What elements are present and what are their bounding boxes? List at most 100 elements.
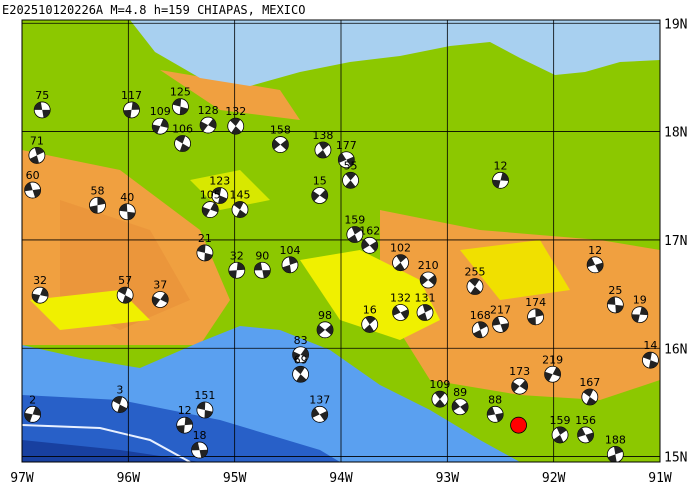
beachball (116, 286, 134, 304)
ball-quadrant (24, 182, 41, 198)
depth-label: 106 (172, 123, 193, 136)
beachball (271, 136, 289, 153)
depth-label: 3 (116, 384, 123, 397)
beachball (151, 291, 169, 308)
depth-label: 138 (312, 129, 333, 142)
title: E202510120226A M=4.8 h=159 CHIAPAS, MEXI… (2, 3, 305, 17)
depth-label: 132 (225, 105, 246, 118)
beachball (337, 151, 355, 169)
beachball (227, 117, 245, 135)
depth-label: 12 (178, 404, 192, 417)
depth-label: 168 (470, 309, 491, 322)
ball-quadrant (316, 142, 330, 158)
beachball (342, 171, 359, 189)
depth-label: 102 (390, 242, 411, 255)
beachball (111, 396, 129, 413)
ball-quadrant (191, 442, 208, 458)
beachball (586, 256, 604, 274)
ball-quadrant (348, 226, 362, 243)
beachball (89, 196, 106, 214)
depth-label: 90 (255, 249, 269, 262)
depth-label: 12 (588, 244, 602, 257)
depth-label: 12 (494, 159, 508, 172)
ball-quadrant (394, 254, 407, 271)
depth-label: 109 (429, 378, 450, 391)
ball-quadrant (420, 274, 437, 286)
beachball (416, 304, 434, 321)
lat-tick-label: 19N (664, 17, 687, 32)
beachball (151, 117, 169, 135)
beachball (527, 308, 544, 326)
beachball (419, 271, 437, 289)
beachball (292, 365, 309, 383)
depth-label: 2 (29, 393, 36, 406)
ball-quadrant (587, 257, 604, 273)
beachball (346, 226, 364, 243)
ball-quadrant (544, 367, 561, 382)
depth-label: 98 (318, 309, 332, 322)
beachball (24, 405, 42, 423)
beachball (33, 101, 51, 119)
lon-tick-label: 93W (436, 471, 460, 486)
beachball (174, 135, 191, 152)
depth-label: 21 (198, 232, 212, 245)
ball-quadrant (642, 352, 658, 369)
ball-quadrant (361, 239, 378, 252)
beachball (311, 405, 329, 423)
beachball (201, 201, 219, 218)
beachball (544, 365, 562, 383)
ball-quadrant (292, 348, 309, 362)
beachball (511, 377, 529, 395)
ball-quadrant (311, 407, 328, 421)
ball-quadrant (317, 324, 334, 336)
ball-quadrant (152, 118, 169, 134)
beachball (191, 441, 208, 459)
ball-quadrant (228, 262, 245, 279)
ball-quadrant (434, 391, 446, 408)
ball-quadrant (607, 296, 624, 313)
depth-label: 89 (453, 386, 467, 399)
ball-quadrant (175, 135, 190, 152)
ball-quadrant (254, 262, 271, 279)
beachball (292, 346, 309, 364)
ball-quadrant (200, 118, 217, 132)
beachball (471, 321, 489, 339)
ball-quadrant (473, 321, 488, 338)
ball-quadrant (89, 197, 106, 214)
beachball (606, 446, 624, 462)
depth-label: 174 (525, 296, 546, 309)
depth-label: 58 (90, 184, 104, 197)
depth-label: 156 (575, 414, 596, 427)
depth-label: 217 (490, 303, 511, 316)
ball-quadrant (202, 202, 219, 217)
beachball (392, 254, 409, 272)
beachball (311, 187, 329, 204)
depth-label: 19 (633, 294, 647, 307)
ball-quadrant (487, 406, 504, 422)
ball-quadrant (118, 287, 133, 304)
depth-label: 128 (198, 104, 219, 117)
beachball (581, 388, 599, 406)
depth-label: 105 (200, 189, 221, 202)
ball-quadrant (492, 172, 509, 189)
beachball (31, 286, 49, 304)
beachball (172, 98, 189, 116)
beachball (492, 316, 509, 333)
beachball (486, 405, 504, 423)
ball-quadrant (294, 366, 307, 383)
depth-label: 162 (359, 224, 380, 237)
depth-label: 159 (550, 414, 571, 427)
lat-tick-label: 17N (664, 234, 687, 249)
depth-label: 131 (415, 292, 436, 305)
ball-quadrant (24, 406, 41, 422)
beachball (28, 147, 46, 164)
lat-tick-label: 16N (664, 342, 687, 357)
beachball (577, 426, 594, 444)
depth-label: 255 (464, 266, 485, 279)
ball-quadrant (34, 102, 51, 118)
depth-label: 123 (209, 175, 230, 188)
beachball (392, 304, 409, 321)
depth-label: 188 (605, 433, 626, 446)
